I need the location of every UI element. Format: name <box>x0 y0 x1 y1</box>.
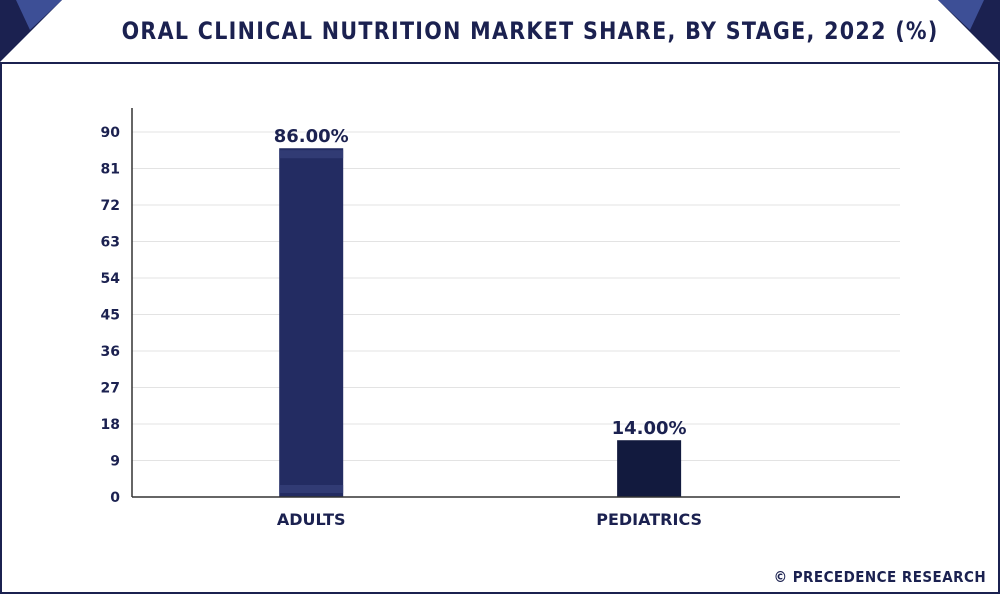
grid-lines <box>132 131 900 461</box>
y-tick-label: 45 <box>101 308 120 324</box>
y-tick-label: 36 <box>101 344 120 360</box>
y-tick-label: 18 <box>101 417 120 433</box>
x-category-label: PEDIATRICS <box>596 510 702 529</box>
axes <box>131 108 900 498</box>
y-tick-label: 63 <box>101 235 120 251</box>
chart-title: ORAL CLINICAL NUTRITION MARKET SHARE, BY… <box>121 17 939 45</box>
title-banner: ORAL CLINICAL NUTRITION MARKET SHARE, BY… <box>0 0 1000 62</box>
y-tick-label: 54 <box>101 271 121 287</box>
data-label: 14.00% <box>612 418 687 439</box>
y-tick-label: 72 <box>101 198 120 214</box>
y-tick-label: 0 <box>110 490 120 506</box>
bar-highlight <box>279 485 344 493</box>
y-tick-label: 27 <box>101 381 120 397</box>
bar-pediatrics <box>617 440 682 497</box>
bars <box>279 148 682 497</box>
watermark: © PRECEDENCE RESEARCH <box>773 568 986 586</box>
y-tick-label: 90 <box>101 125 121 141</box>
bar-adults <box>279 148 344 497</box>
x-category-label: ADULTS <box>277 510 346 529</box>
right-corner-decoration <box>938 0 1000 62</box>
title-divider <box>0 62 1000 64</box>
bar-highlight <box>279 150 344 159</box>
labels: 0 9 18 27 36 45 54 63 72 81 90 86.00% ADULTS 14.00% PE… <box>101 125 702 529</box>
y-tick-label: 9 <box>110 454 120 470</box>
y-tick-label: 81 <box>101 162 120 178</box>
data-label: 86.00% <box>274 126 349 147</box>
left-corner-decoration <box>0 0 62 62</box>
